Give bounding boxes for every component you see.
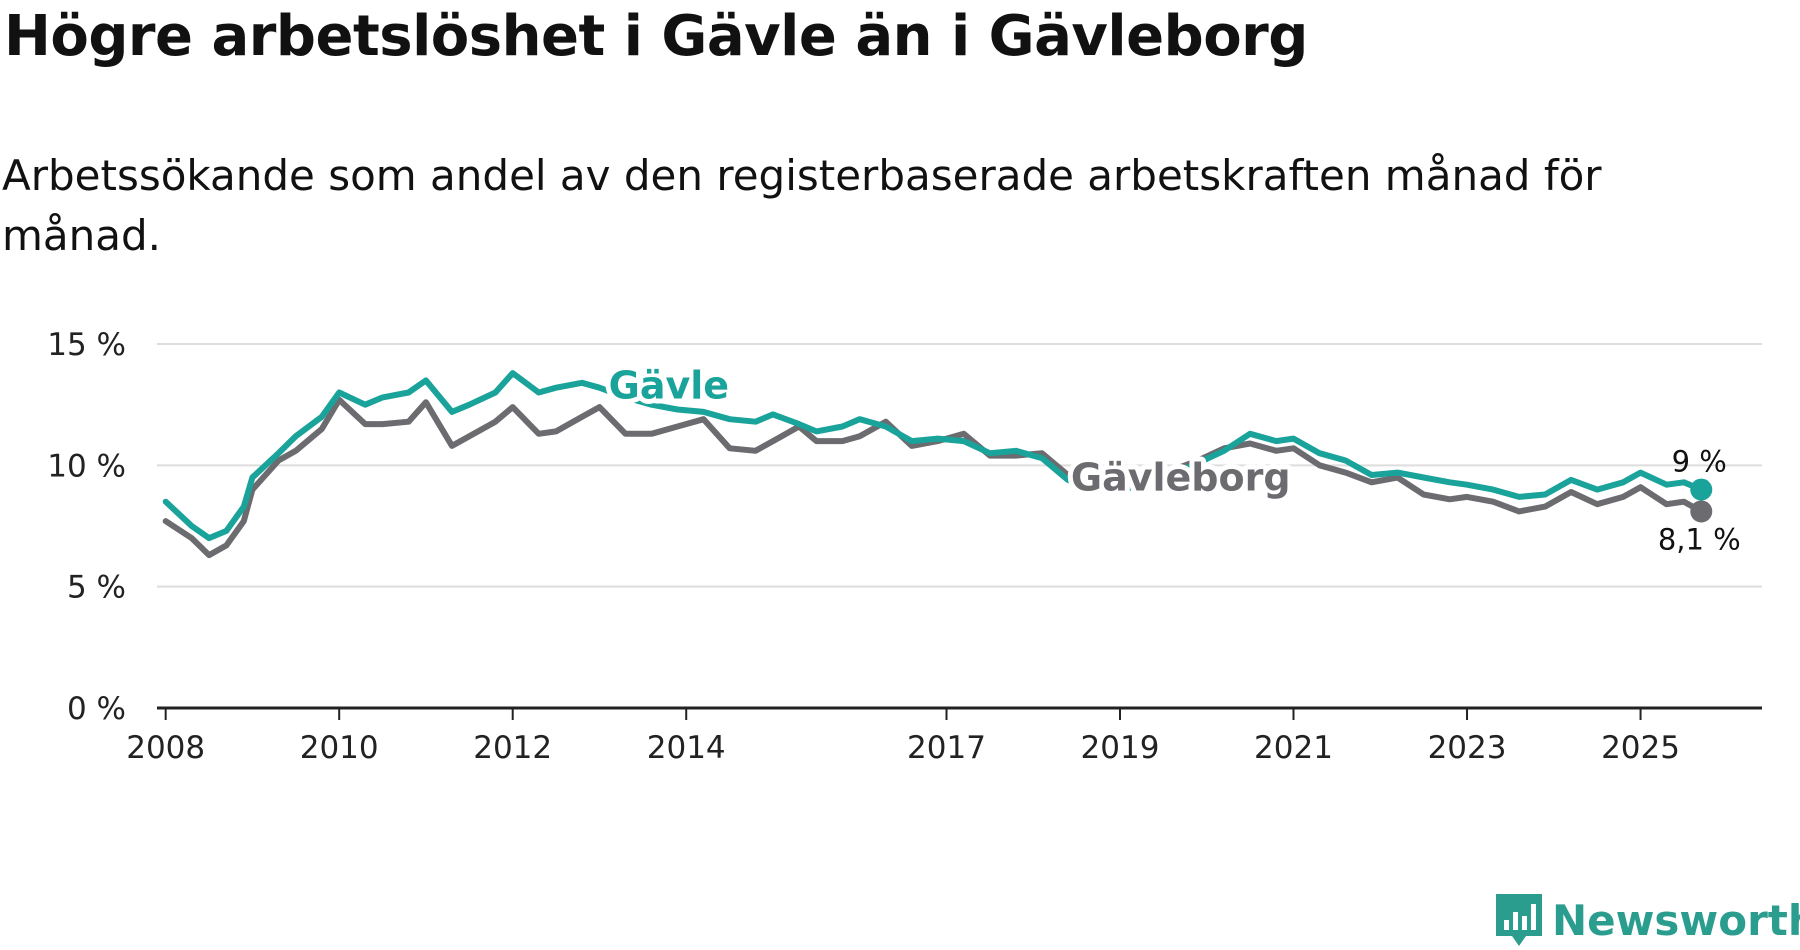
x-tick-label: 2008 bbox=[126, 730, 205, 766]
grid-lines bbox=[157, 343, 1762, 710]
end-label-gavleborg: 8,1 % bbox=[1658, 522, 1741, 556]
series-label-halo: Gävle bbox=[609, 363, 729, 407]
x-tick-label: 2025 bbox=[1601, 730, 1680, 766]
x-tick-label: 2021 bbox=[1254, 730, 1333, 766]
newsworthy-logo[interactable]: Newsworthy bbox=[1492, 890, 1800, 950]
x-tick-label: 2023 bbox=[1428, 730, 1507, 766]
x-tick-label: 2017 bbox=[907, 730, 986, 766]
y-tick-label: 10 % bbox=[47, 448, 126, 484]
series-label-gavle: Gävle bbox=[609, 363, 729, 407]
x-tick-label: 2012 bbox=[473, 730, 552, 766]
x-tick-label: 2014 bbox=[647, 730, 726, 766]
chart-title: Högre arbetslöshet i Gävle än i Gävlebor… bbox=[4, 4, 1308, 69]
y-tick-label: 15 % bbox=[47, 327, 126, 363]
series-label-halo: Gävleborg bbox=[1071, 455, 1291, 499]
y-tick-label: 0 % bbox=[67, 691, 126, 727]
end-point-gavleborg bbox=[1690, 500, 1713, 523]
x-axis-ticks: 2008 2010 2012 2014 2017 2019 2021 2023 2025 bbox=[126, 708, 1680, 766]
x-tick-label: 2010 bbox=[300, 730, 379, 766]
line-chart: 0 %5 %10 %15 % 2008 2010 2012 2014 2017 2019 2… bbox=[47, 327, 1762, 766]
newsworthy-logo-text: Newsworthy bbox=[1552, 895, 1800, 945]
chart-subtitle: Arbetssökande som andel av den registerb… bbox=[2, 151, 1602, 260]
series-label-gavleborg: Gävleborg bbox=[1071, 455, 1291, 499]
end-label-gavle: 9 % bbox=[1672, 445, 1727, 479]
series-line-gavle bbox=[162, 370, 1705, 542]
y-axis-ticks: 0 % 5 % 10 % 15 % bbox=[47, 327, 126, 727]
y-tick-label: 5 % bbox=[67, 570, 126, 606]
series-lines bbox=[162, 370, 1713, 559]
x-tick-label: 2019 bbox=[1081, 730, 1160, 766]
end-point-gavle bbox=[1690, 478, 1713, 501]
series-line-gavleborg bbox=[162, 396, 1705, 559]
newsworthy-logo-icon bbox=[1496, 894, 1542, 946]
